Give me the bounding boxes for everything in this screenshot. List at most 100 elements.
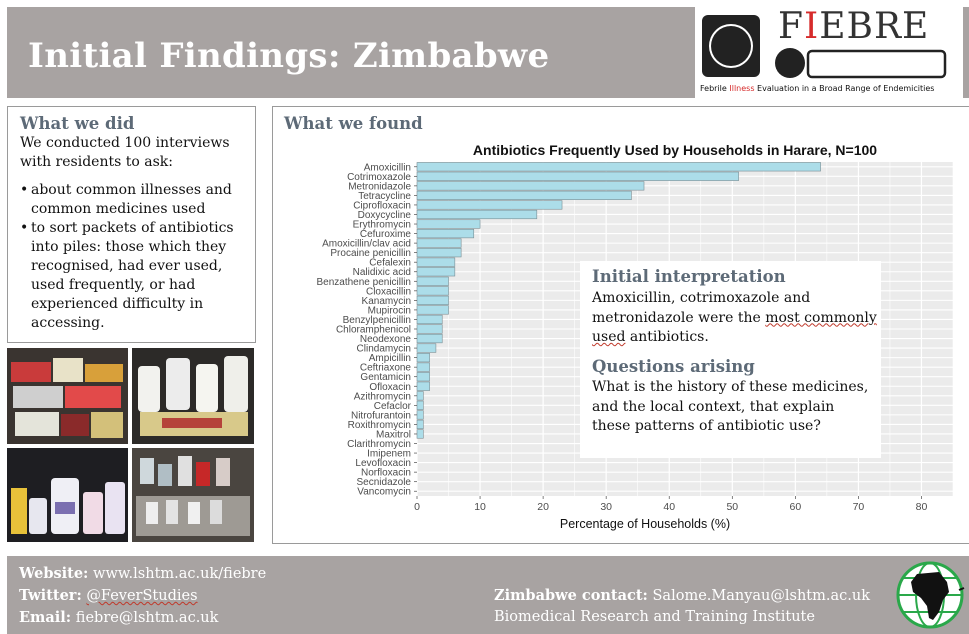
y-tick-label: Tetracycline [358, 191, 411, 202]
y-tick-label: Levofloxacin [355, 458, 411, 469]
y-tick-label: Imipenem [367, 449, 411, 460]
y-tick-label: Gentamicin [360, 372, 411, 383]
y-tick-label: Cefaclor [374, 401, 412, 412]
y-tick-label: Azithromycin [354, 391, 411, 402]
y-tick-label: Ampicillin [369, 353, 411, 364]
bar [416, 429, 424, 439]
bar [416, 171, 739, 181]
y-tick-label: Benzylpenicillin [343, 315, 411, 326]
bar [416, 362, 430, 372]
bar [416, 248, 462, 258]
x-tick-label: 10 [474, 501, 486, 513]
list-item: to sort packets of antibiotics into pile… [20, 219, 252, 333]
twitter-link[interactable]: @FeverStudies [86, 588, 198, 604]
y-tick-label: Ceftriaxone [360, 363, 412, 374]
bar [416, 162, 821, 172]
x-tick-label: 20 [537, 501, 549, 513]
bar [416, 276, 449, 286]
email-link[interactable]: fiebre@lshtm.ac.uk [71, 610, 219, 626]
y-tick-label: Cefuroxime [360, 229, 412, 240]
bar [416, 286, 449, 296]
y-tick-label: Chloramphenicol [336, 325, 411, 336]
x-tick-label: 50 [726, 501, 738, 513]
y-tick-label: Roxithromycin [348, 420, 411, 431]
footer-website: Website: www.lshtm.ac.uk/fiebre [19, 565, 267, 582]
y-tick-label: Vancomycin [357, 487, 411, 498]
footer-twitter: Twitter: @FeverStudies [19, 587, 198, 604]
questions-text: What is the history of these medicines, … [592, 379, 869, 434]
bar [416, 410, 424, 420]
bar [416, 419, 424, 430]
bar [416, 381, 430, 391]
y-tick-label: Clindamycin [357, 344, 411, 355]
what-we-found-heading: What we found [284, 114, 423, 133]
what-we-did-intro: We conducted 100 interviews with residen… [20, 135, 230, 170]
bar [416, 200, 563, 210]
interpretation-text: Amoxicillin, cotrimoxazole and metronida… [592, 290, 877, 345]
bar [416, 314, 443, 325]
bar [416, 353, 430, 363]
bar [416, 219, 481, 229]
y-tick-label: Cloxacillin [366, 286, 411, 297]
y-tick-label: Nalidixic acid [353, 267, 411, 278]
what-we-did-list: about common illnesses and common medici… [20, 181, 252, 333]
fiebre-logo-mark-icon [702, 15, 947, 79]
y-tick-label: Ofloxacin [369, 382, 411, 393]
footer-bar [7, 556, 969, 634]
y-tick-label: Benzathene penicillin [316, 277, 411, 288]
y-tick-label: Mupirocin [368, 305, 411, 316]
bar [416, 372, 430, 382]
x-tick-label: 40 [663, 501, 675, 513]
y-tick-label: Amoxicillin [364, 162, 411, 173]
list-item: about common illnesses and common medici… [20, 181, 252, 219]
y-tick-label: Metronidazole [348, 181, 411, 192]
contact-email-link[interactable]: Salome.Manyau@lshtm.ac.uk [647, 588, 870, 604]
bar [416, 324, 443, 334]
bar [416, 333, 443, 344]
bar [416, 305, 449, 315]
x-tick-label: 80 [916, 501, 928, 513]
y-tick-label: Cefalexin [369, 258, 411, 269]
y-tick-label: Ciprofloxacin [353, 200, 411, 211]
bar [416, 209, 538, 220]
y-tick-label: Doxycycline [358, 210, 412, 221]
y-tick-label: Amoxicillin/clav acid [322, 239, 411, 250]
photo-injectable-vials [132, 448, 254, 542]
bar [416, 400, 424, 410]
x-tick-label: 60 [790, 501, 802, 513]
x-axis-label: Percentage of Households (%) [560, 517, 730, 531]
y-tick-label: Nitrofurantoin [351, 410, 411, 421]
what-we-did-heading: What we did [20, 114, 135, 133]
x-tick-label: 70 [853, 501, 865, 513]
photo-antibiotic-packets [7, 348, 128, 444]
photo-syrup-bottles [7, 448, 128, 542]
footer-institute: Biomedical Research and Training Institu… [494, 609, 815, 625]
bar [416, 238, 462, 248]
bar [416, 181, 645, 191]
chart-title: Antibiotics Frequently Used by Household… [472, 142, 878, 158]
bar [416, 267, 456, 277]
fiebre-wordmark: FIEBRE [778, 6, 930, 47]
questions-heading: Questions arising [592, 357, 755, 376]
y-tick-label: Neodexone [360, 334, 412, 345]
website-link[interactable]: www.lshtm.ac.uk/fiebre [88, 566, 267, 582]
bar [416, 343, 437, 353]
y-tick-label: Secnidazole [357, 477, 412, 488]
africa-globe-icon [896, 561, 965, 629]
bar [416, 295, 449, 305]
y-tick-label: Cotrimoxazole [347, 172, 411, 183]
bar [416, 190, 632, 200]
interpretation-box: Initial interpretation Amoxicillin, cotr… [580, 261, 881, 458]
y-tick-label: Clarithromycin [347, 439, 411, 450]
y-tick-label: Maxitrol [376, 429, 411, 440]
x-tick-label: 30 [600, 501, 612, 513]
page-title: Initial Findings: Zimbabwe [28, 36, 550, 76]
y-tick-label: Norfloxacin [361, 468, 411, 479]
x-tick-label: 0 [414, 501, 420, 513]
footer-contact: Zimbabwe contact: Salome.Manyau@lshtm.ac… [494, 587, 870, 604]
footer-email: Email: fiebre@lshtm.ac.uk [19, 609, 219, 626]
y-tick-label: Erythromycin [353, 220, 411, 231]
bar [416, 391, 424, 401]
interpretation-heading: Initial interpretation [592, 267, 786, 286]
bar [416, 228, 475, 239]
